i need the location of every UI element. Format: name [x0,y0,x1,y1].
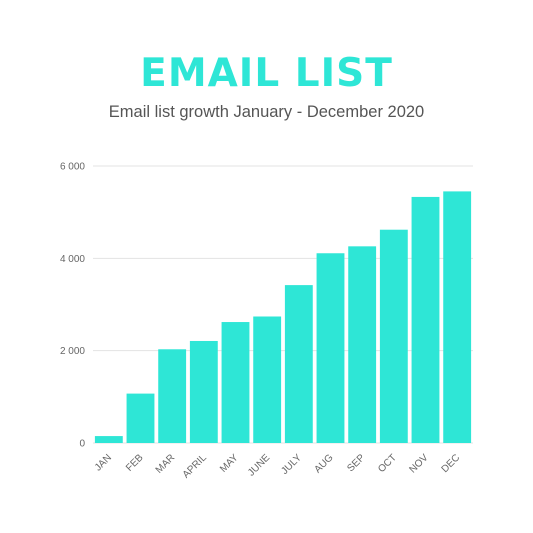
x-tick-label: SEP [345,452,367,474]
bar-april [189,340,218,443]
x-axis-ticks: JAN FEB MAR APRIL MAY JUNE JULY AUG SEP OCT NOV DEC [93,452,462,481]
x-tick-label: DEC [440,452,463,475]
x-tick-label: MAY [218,452,241,475]
chart-subtitle: Email list growth January - December 202… [108,103,425,121]
x-tick-label: JUNE [246,452,272,478]
bar-sep [348,246,377,443]
bar-aug [316,253,345,443]
x-tick-label: APRIL [181,452,210,481]
x-tick-label: OCT [376,452,399,475]
y-tick-label: 4 000 [60,254,85,265]
y-tick-label: 0 [79,439,85,450]
x-tick-label: AUG [313,452,336,475]
bar-july [284,285,313,443]
bar-dec [443,191,472,443]
x-tick-label: NOV [408,452,431,475]
bar-june [253,316,282,443]
x-tick-label: JULY [279,452,304,477]
y-axis-ticks: 0 2 000 4 000 6 000 [60,162,85,450]
bar-oct [379,229,408,443]
bar-may [221,322,250,443]
grid-lines [93,165,473,444]
bars [94,191,472,443]
bar-nov [411,196,440,443]
bar-jan [94,436,123,443]
y-tick-label: 6 000 [60,162,85,173]
y-tick-label: 2 000 [60,346,85,357]
bar-feb [126,393,155,443]
x-tick-label: MAR [154,452,178,476]
bar-mar [158,349,187,443]
x-tick-label: FEB [124,452,146,474]
chart-title: EMAIL LIST [140,51,393,96]
x-tick-label: JAN [93,452,114,473]
